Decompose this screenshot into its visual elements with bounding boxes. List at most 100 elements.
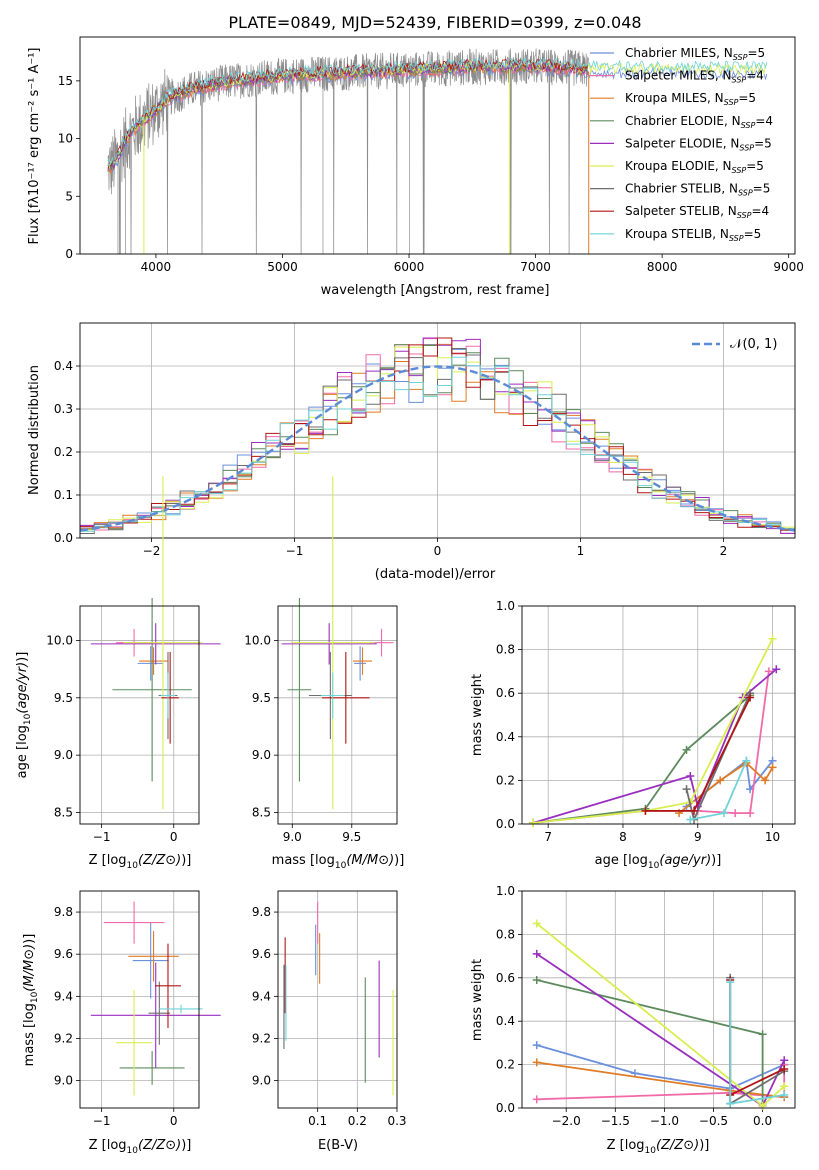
y-tick-label: 15 <box>58 74 73 88</box>
axis-label: Z [log10(Z/Z⊙))] <box>89 853 192 871</box>
y-tick-label: 9.0 <box>252 748 271 762</box>
x-tick-label: −2.0 <box>552 1114 581 1128</box>
y-tick-label: 9.0 <box>252 1074 271 1088</box>
y-tick-label: 9.6 <box>54 947 73 961</box>
y-tick-label: 0.8 <box>496 643 515 657</box>
weight-marker <box>758 1101 767 1110</box>
axis-label: Z [log10(Z/Z⊙))] <box>89 1138 192 1156</box>
x-tick-label: −1 <box>286 544 304 558</box>
y-tick-label: 0.0 <box>496 1101 515 1115</box>
y-tick-label: 10.0 <box>244 633 271 647</box>
weight-line <box>536 979 764 1104</box>
weight-marker <box>532 1041 541 1050</box>
axes-frame <box>277 605 398 825</box>
weight-line <box>536 1044 785 1090</box>
x-tick-label: 10 <box>765 830 780 844</box>
weight-marker <box>780 1064 789 1073</box>
weight-marker <box>726 978 735 987</box>
y-tick-label: 0.6 <box>496 971 515 985</box>
panel-residuals: −2 −1 0 1 2 0.0 0.1 0.2 0.3 0.4 𝒩(0, 1) (data-model… <box>27 322 796 582</box>
weight-marker <box>768 634 777 643</box>
axis-label: Z [log10(Z/Z⊙))] <box>607 1138 710 1156</box>
model-spectrum-line <box>107 63 589 173</box>
axes-frame <box>79 890 200 1109</box>
y-tick-label: 10 <box>58 132 73 146</box>
y-axis-label: mass weight <box>470 959 485 1041</box>
weight-marker <box>716 776 725 785</box>
y-tick-label: 0.0 <box>54 531 73 545</box>
x-tick-label: 0 <box>170 830 178 844</box>
x-tick-label: −1.5 <box>601 1114 630 1128</box>
x-axis-label: E(B-V) <box>318 1138 358 1153</box>
axes-frame <box>277 890 398 1109</box>
axes-frame <box>79 322 796 539</box>
x-tick-label: 0.3 <box>387 1114 406 1128</box>
panel-mass-vs-ebv: 0.1 0.2 0.3 9.0 9.2 9.4 9.6 9.8 E(B-V) <box>252 890 407 1153</box>
legend-entry: Kroupa STELIB, NSSP=5 <box>625 227 761 243</box>
weight-marker <box>682 745 691 754</box>
normal-reference-curve <box>80 365 795 532</box>
y-tick-label: 0.1 <box>54 488 73 502</box>
weight-marker <box>772 665 781 674</box>
model-spectrum-line <box>107 62 588 175</box>
y-tick-label: 8.5 <box>252 806 271 820</box>
weight-marker <box>780 1082 789 1091</box>
weight-line <box>536 1064 786 1101</box>
x-tick-label: 9 <box>694 830 702 844</box>
x-tick-label: 2 <box>720 544 728 558</box>
x-tick-label: 0.1 <box>308 1114 327 1128</box>
y-tick-label: 9.8 <box>252 905 271 919</box>
y-tick-label: 8.5 <box>54 806 73 820</box>
x-tick-label: 0.2 <box>348 1114 367 1128</box>
weight-marker <box>742 756 751 765</box>
weight-marker <box>780 1090 789 1099</box>
axes-frame <box>521 605 796 825</box>
weight-marker <box>719 809 728 818</box>
weight-marker <box>532 975 541 984</box>
y-tick-label: 0.0 <box>496 817 515 831</box>
y-tick-label: 9.4 <box>54 989 73 1003</box>
x-tick-label: 8000 <box>647 260 678 274</box>
x-tick-label: −1 <box>93 1114 111 1128</box>
y-tick-label: 0.2 <box>54 445 73 459</box>
x-tick-label: −1 <box>93 830 111 844</box>
x-tick-label: 5000 <box>267 260 298 274</box>
y-tick-label: 9.4 <box>252 989 271 1003</box>
x-tick-label: 1 <box>577 544 585 558</box>
panel-age-vs-mass: 9.0 9.5 8.5 9.0 9.5 10.0 mass [log10(M/M⊙))] <box>244 476 404 871</box>
observed-spectrum-line <box>107 48 589 254</box>
x-tick-label: 9.5 <box>342 830 361 844</box>
x-tick-label: 6000 <box>394 260 425 274</box>
weight-line <box>532 668 777 824</box>
panel-weight-vs-z: −2.0 −1.5 −1.0 −0.5 0.0 0.0 0.2 0.4 0.6 0.8 1.0 Z [… <box>470 884 796 1156</box>
legend-entry: Salpeter MILES, NSSP=4 <box>625 69 764 85</box>
y-tick-label: 9.2 <box>252 1031 271 1045</box>
legend-entry: Salpeter ELODIE, NSSP=5 <box>625 136 772 152</box>
x-tick-label: 9000 <box>773 260 804 274</box>
weight-line <box>536 1061 785 1099</box>
weight-marker <box>532 949 541 958</box>
x-tick-label: −0.5 <box>699 1114 728 1128</box>
weight-marker <box>532 919 541 928</box>
model-spectrum-line <box>107 57 768 167</box>
y-tick-label: 1.0 <box>496 599 515 613</box>
y-axis-label: mass weight <box>470 674 485 756</box>
legend-entry: Chabrier MILES, NSSP=5 <box>625 46 765 62</box>
x-tick-label: 8 <box>619 830 627 844</box>
y-axis-label: Normed distribution <box>27 365 42 495</box>
y-tick-label: 0.8 <box>496 927 515 941</box>
spectrum-traces <box>107 48 768 254</box>
weight-marker <box>532 1095 541 1104</box>
y-tick-label: 0.2 <box>496 1058 515 1072</box>
weight-line <box>536 922 785 1107</box>
y-tick-label: 9.2 <box>54 1031 73 1045</box>
legend-entry: Chabrier STELIB, NSSP=5 <box>625 182 770 198</box>
legend-entry: Salpeter STELIB, NSSP=4 <box>625 204 769 220</box>
weight-marker <box>686 772 695 781</box>
weight-marker <box>529 818 538 827</box>
axis-label: mass [log10(M/M⊙))] <box>272 853 405 871</box>
y-tick-label: 9.0 <box>54 748 73 762</box>
x-tick-label: −1.0 <box>650 1114 679 1128</box>
panel-weight-vs-age: 7 8 9 10 0.0 0.2 0.4 0.6 0.8 1.0 age [log10(age/yr… <box>470 599 796 871</box>
